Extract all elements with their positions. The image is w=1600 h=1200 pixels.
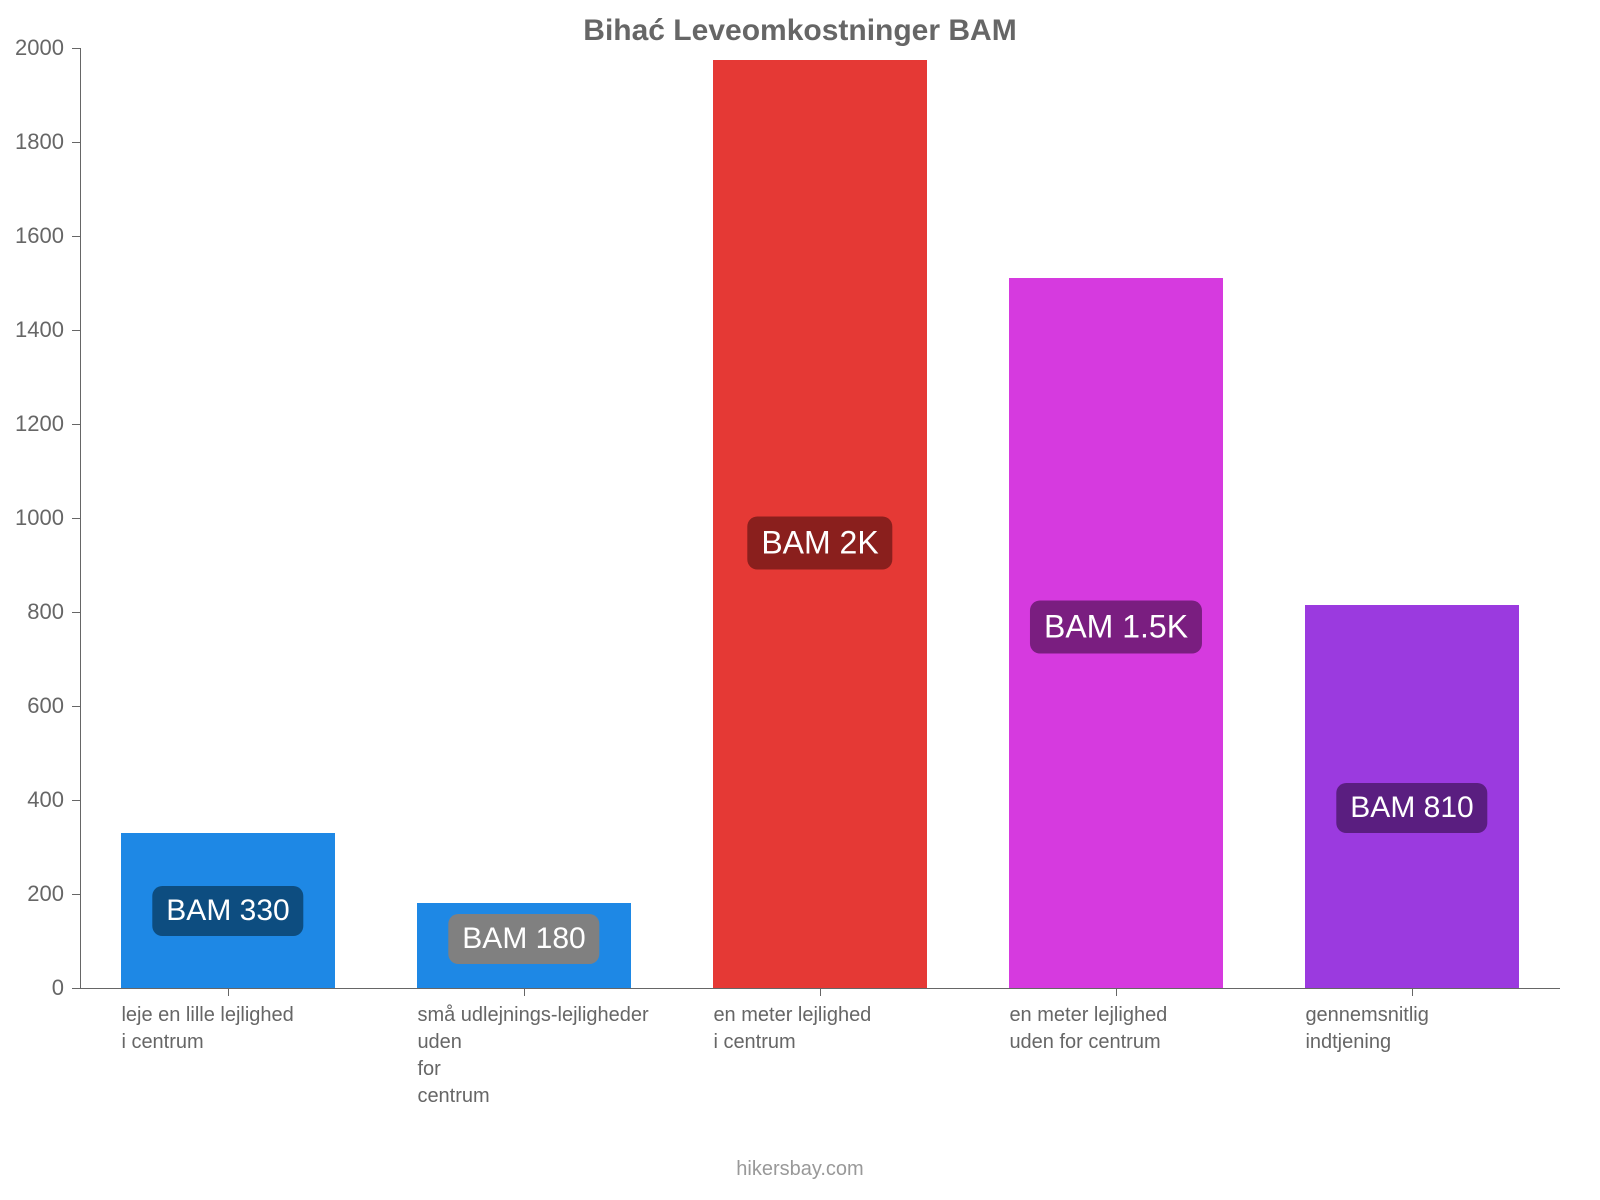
x-tick bbox=[228, 988, 229, 996]
x-tick bbox=[1412, 988, 1413, 996]
plot-area: 0200400600800100012001400160018002000BAM… bbox=[80, 48, 1560, 988]
y-tick bbox=[72, 330, 80, 331]
y-tick-label: 600 bbox=[2, 693, 64, 719]
y-tick-label: 1400 bbox=[2, 317, 64, 343]
value-badge: BAM 180 bbox=[448, 914, 599, 964]
value-badge: BAM 2K bbox=[747, 516, 892, 569]
x-category-label: en meter lejlighed uden for centrum bbox=[1009, 1002, 1167, 1056]
y-tick-label: 1000 bbox=[2, 505, 64, 531]
value-badge: BAM 1.5K bbox=[1030, 601, 1202, 654]
y-tick bbox=[72, 142, 80, 143]
value-badge: BAM 810 bbox=[1336, 783, 1487, 833]
y-tick bbox=[72, 612, 80, 613]
x-tick bbox=[1116, 988, 1117, 996]
chart-footer: hikersbay.com bbox=[0, 1158, 1600, 1181]
x-category-label: en meter lejlighed i centrum bbox=[713, 1002, 871, 1056]
y-tick-label: 1600 bbox=[2, 223, 64, 249]
y-tick-label: 800 bbox=[2, 599, 64, 625]
y-tick bbox=[72, 518, 80, 519]
x-tick bbox=[524, 988, 525, 996]
x-category-label: gennemsnitlig indtjening bbox=[1305, 1002, 1428, 1056]
y-tick bbox=[72, 48, 80, 49]
y-tick bbox=[72, 800, 80, 801]
y-tick bbox=[72, 236, 80, 237]
y-tick-label: 0 bbox=[2, 975, 64, 1001]
y-tick bbox=[72, 894, 80, 895]
y-tick-label: 400 bbox=[2, 787, 64, 813]
y-tick bbox=[72, 424, 80, 425]
x-category-label: leje en lille lejlighed i centrum bbox=[121, 1002, 293, 1056]
x-tick bbox=[820, 988, 821, 996]
value-badge: BAM 330 bbox=[152, 886, 303, 936]
y-tick-label: 2000 bbox=[2, 35, 64, 61]
y-tick-label: 1200 bbox=[2, 411, 64, 437]
y-tick bbox=[72, 706, 80, 707]
x-category-label: små udlejnings-lejligheder uden for cent… bbox=[417, 1002, 648, 1110]
y-tick-label: 1800 bbox=[2, 129, 64, 155]
y-axis bbox=[80, 48, 81, 988]
chart-title: Bihać Leveomkostninger BAM bbox=[0, 14, 1600, 48]
y-tick bbox=[72, 988, 80, 989]
cost-of-living-chart: Bihać Leveomkostninger BAM 0200400600800… bbox=[0, 0, 1600, 1200]
y-tick-label: 200 bbox=[2, 881, 64, 907]
